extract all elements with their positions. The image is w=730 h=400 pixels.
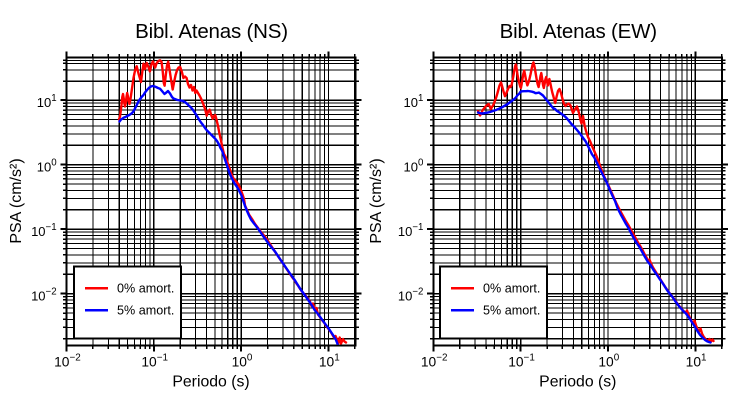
svg-text:PSA (cm/s²): PSA (cm/s²) [368,158,385,243]
svg-text:PSA (cm/s²): PSA (cm/s²) [8,158,25,243]
svg-text:Periodo (s): Periodo (s) [172,374,249,391]
svg-text:5% amort.: 5% amort. [117,304,174,318]
svg-text:Periodo (s): Periodo (s) [539,374,616,391]
svg-text:Bibl. Atenas (NS): Bibl. Atenas (NS) [135,20,288,43]
svg-text:0% amort.: 0% amort. [117,282,174,296]
svg-text:5% amort.: 5% amort. [483,304,540,318]
svg-text:Bibl. Atenas (EW): Bibl. Atenas (EW) [500,20,657,43]
svg-text:0% amort.: 0% amort. [483,282,540,296]
